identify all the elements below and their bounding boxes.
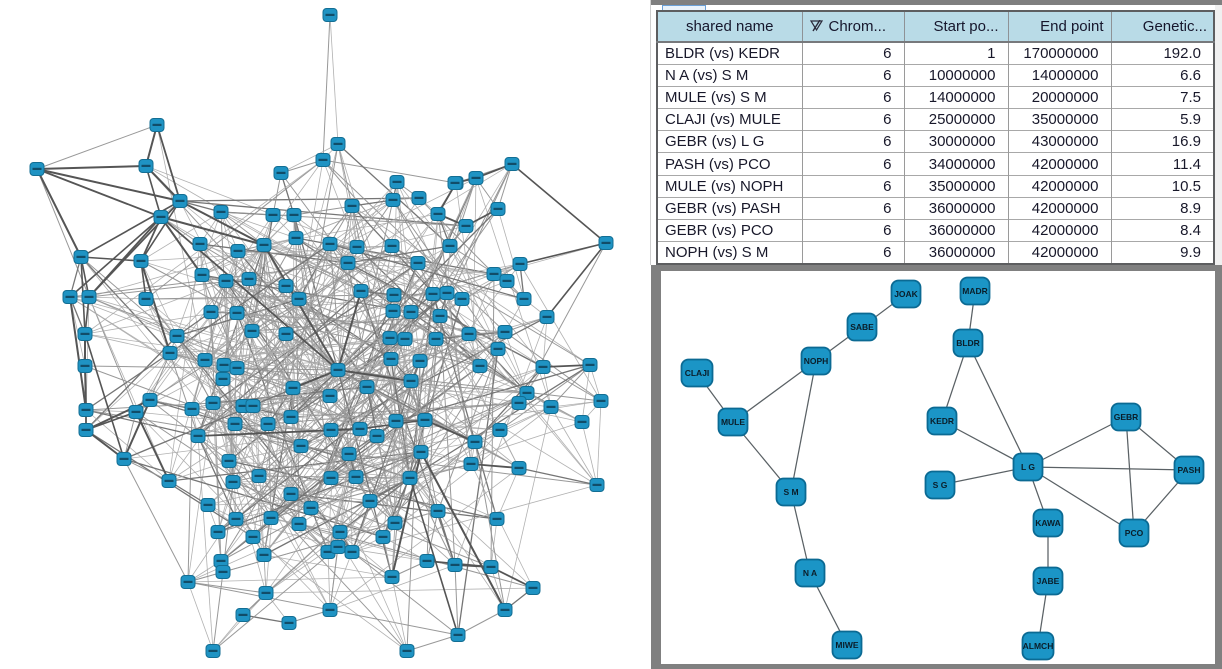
svg-text:BLDR: BLDR xyxy=(956,338,980,348)
svg-text:PCO: PCO xyxy=(1125,528,1144,538)
svg-text:JABE: JABE xyxy=(1037,576,1060,586)
svg-text:MADR: MADR xyxy=(962,286,988,296)
svg-text:SABE: SABE xyxy=(850,322,874,332)
svg-text:JOAK: JOAK xyxy=(894,289,918,299)
svg-text:N A: N A xyxy=(803,568,817,578)
svg-text:KEDR: KEDR xyxy=(930,416,954,426)
svg-text:PASH: PASH xyxy=(1178,465,1201,475)
svg-text:ALMCH: ALMCH xyxy=(1023,641,1054,651)
svg-text:MULE: MULE xyxy=(721,417,745,427)
svg-text:CLAJI: CLAJI xyxy=(685,368,710,378)
svg-text:NOPH: NOPH xyxy=(804,356,829,366)
svg-text:S M: S M xyxy=(783,487,798,497)
svg-text:KAWA: KAWA xyxy=(1035,518,1061,528)
svg-text:L G: L G xyxy=(1021,462,1035,472)
svg-text:S G: S G xyxy=(933,480,948,490)
svg-text:GEBR: GEBR xyxy=(1114,412,1139,422)
svg-text:MIWE: MIWE xyxy=(835,640,858,650)
